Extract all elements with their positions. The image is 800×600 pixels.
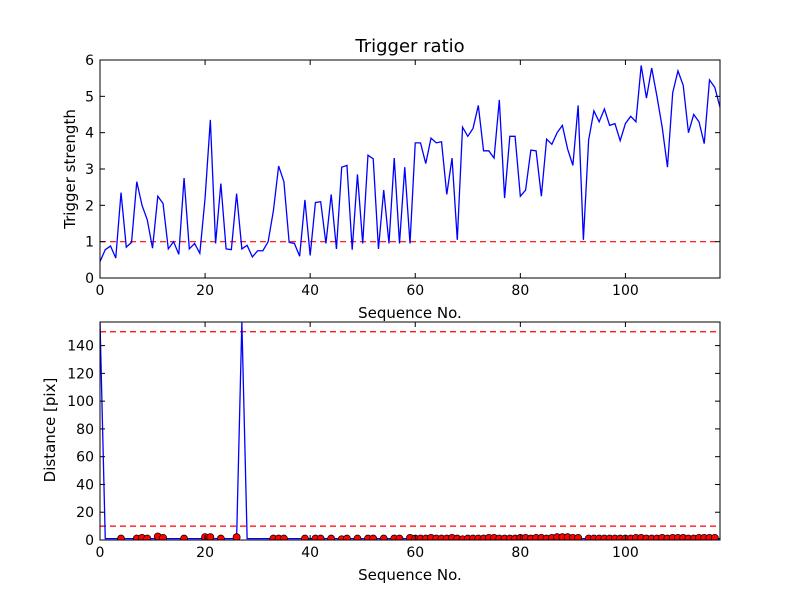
x-tick-label: 0 [96,545,105,561]
y-tick-label: 5 [85,89,94,105]
x-tick-label: 40 [301,545,319,561]
x-tick-label: 40 [301,283,319,299]
data-point-marker [300,534,309,540]
plot-area [100,65,720,262]
data-point-marker [369,534,378,540]
x-axis-label: Sequence No. [358,304,462,322]
y-tick-label: 120 [67,366,94,382]
plot-area [100,322,720,540]
data-point-marker [710,533,719,540]
data-point-marker [180,534,189,540]
chart-title: Trigger ratio [354,36,464,57]
data-point-marker [117,534,125,540]
data-point-marker [395,534,404,540]
distance-chart: Sequence No. Distance [pix] 0 20 40 60 80 100… [41,321,721,584]
data-point-marker [143,534,152,540]
data-point-marker [232,533,241,540]
data-point-marker [327,534,336,540]
y-tick-label: 60 [76,450,94,466]
data-series-line [100,65,720,262]
data-point-marker [353,534,362,540]
x-tick-label: 100 [612,283,639,299]
data-point-marker [159,533,167,540]
y-tick-label: 1 [85,235,94,251]
x-axis-label: Sequence No. [358,566,462,584]
x-tick-label: 0 [96,283,105,299]
y-tick-label: 40 [76,477,94,493]
data-point-marker [574,533,583,540]
y-tick-label: 4 [85,126,94,142]
y-axis-label: Distance [pix] [41,378,59,483]
x-tick-label: 20 [196,283,214,299]
data-point-marker [379,534,388,540]
axes-frame [99,321,721,541]
y-tick-label: 6 [85,53,94,69]
y-tick-label: 2 [85,198,94,214]
data-point-marker [279,534,288,540]
data-point-marker [216,534,225,540]
x-tick-label: 60 [406,283,424,299]
y-axis-label: Trigger strength [61,109,79,230]
y-tick-label: 3 [85,162,94,178]
x-tick-label: 80 [511,545,529,561]
y-tick-label: 80 [76,422,94,438]
trigger-ratio-chart: Trigger ratio Sequence No. Trigger stren… [61,36,721,322]
y-tick-label: 20 [76,505,94,521]
x-tick-label: 20 [196,545,214,561]
x-tick-label: 60 [406,545,424,561]
data-point-marker [316,534,325,540]
data-series-line [100,322,720,540]
y-tick-label: 140 [67,339,94,355]
x-tick-label: 80 [511,283,529,299]
y-tick-label: 100 [67,394,94,410]
y-tick-label: 0 [85,271,94,287]
data-point-marker [206,533,215,540]
data-point-marker [343,534,351,540]
y-tick-label: 0 [85,533,94,549]
x-tick-label: 100 [612,545,639,561]
